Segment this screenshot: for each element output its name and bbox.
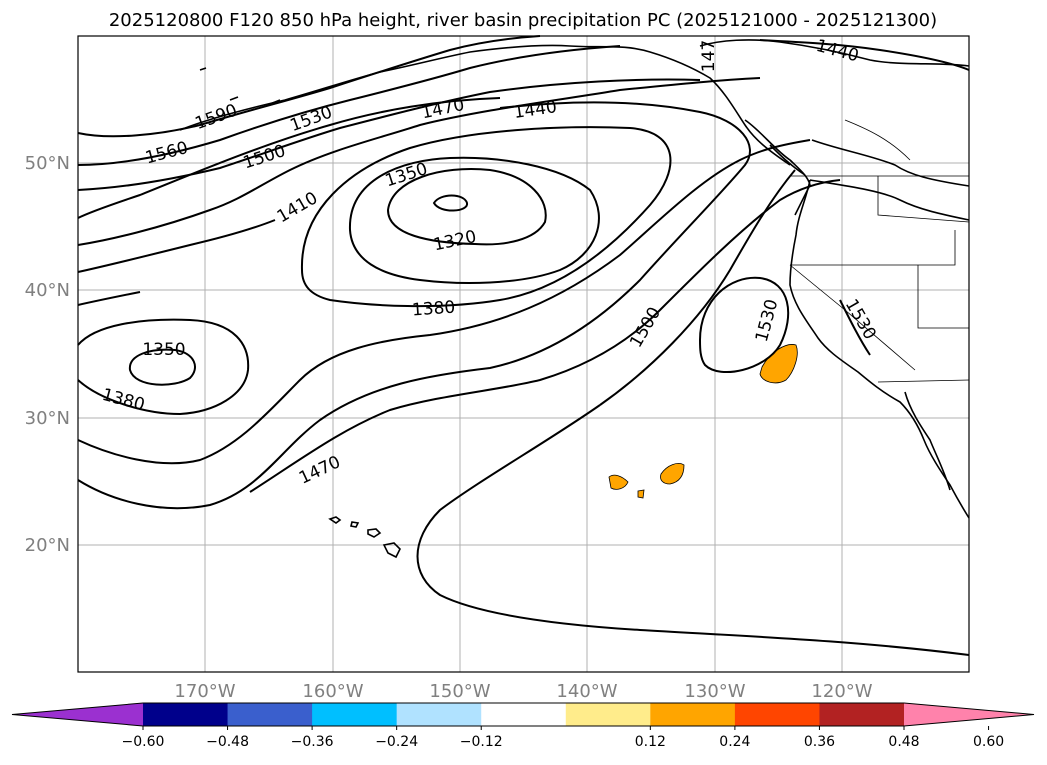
map-title: 2025120800 F120 850 hPa height, river ba… (109, 10, 937, 31)
map-background (78, 36, 969, 672)
aleutian-islets (199, 67, 309, 105)
contour-line (77, 101, 751, 510)
contour-line (77, 318, 250, 416)
colorbar-extend-high (904, 703, 1034, 726)
lon-tick-label: 160°W (302, 681, 363, 702)
contour-line (249, 179, 841, 493)
baja-coast (904, 391, 951, 491)
us-west-coast (789, 179, 970, 519)
contour-line (348, 156, 600, 284)
contour-line (432, 194, 468, 212)
precip-patch (660, 463, 685, 485)
colorbar-tick-label: 0.36 (804, 734, 835, 750)
colorbar-segment (819, 703, 905, 726)
contour-line (839, 299, 871, 356)
lat-labels: 50°N 40°N 30°N 20°N (25, 153, 70, 556)
contour-line (77, 35, 541, 138)
colorbar-segment (312, 703, 398, 726)
height-contours (77, 35, 970, 656)
contour-line (386, 168, 547, 246)
precip-patch (759, 344, 798, 384)
lon-labels: 170°W 160°W 150°W 140°W 130°W 120°W (174, 681, 872, 702)
contour-label: 147 (699, 40, 719, 72)
precip-patch (637, 489, 645, 499)
lat-tick-label: 50°N (25, 153, 70, 174)
contour-line (77, 139, 811, 465)
contour-label: 1350 (142, 340, 185, 360)
precip-patch (608, 474, 629, 490)
lat-tick-label: 30°N (25, 408, 70, 429)
precip-patches (608, 344, 798, 499)
hawaii-islands (328, 516, 401, 559)
contour-line (77, 291, 141, 306)
colorbar-segment (143, 703, 229, 726)
lon-tick-label: 150°W (429, 681, 490, 702)
colorbar-segment (396, 703, 482, 726)
alaska-border (844, 119, 911, 161)
us-mexico-border (877, 379, 970, 383)
contour-line (599, 169, 796, 406)
contour-line (77, 97, 501, 219)
map-area: 1590 1560 1530 1500 1470 1440 1410 1350 … (77, 35, 970, 673)
lon-tick-label: 130°W (684, 681, 745, 702)
canada-coast (699, 39, 970, 67)
us-canada-coast (809, 179, 970, 221)
coastlines (179, 39, 970, 559)
colorbar-segment (227, 703, 313, 726)
contour-line (128, 348, 196, 386)
state-border (917, 265, 969, 329)
colorbar-tick-label: −0.24 (375, 734, 418, 750)
contour-line (77, 78, 701, 191)
colorbar-segment (650, 703, 736, 726)
colorbar-tick-label: 0.60 (973, 734, 1004, 750)
state-border (790, 230, 956, 266)
contour-label: 1380 (411, 298, 456, 321)
colorbar-tick-label: 0.24 (719, 734, 750, 750)
lon-tick-label: 120°W (811, 681, 872, 702)
contour-line (77, 219, 276, 273)
contour-line (300, 126, 672, 308)
contour-line (759, 39, 970, 71)
colorbar-segment (734, 703, 820, 726)
state-border (877, 176, 970, 223)
gridlines (78, 36, 969, 672)
colorbar-tick-label: 0.48 (888, 734, 919, 750)
colorbar-segment (481, 703, 567, 726)
colorbar-segment (565, 703, 651, 726)
colorbar-extend-low (12, 703, 143, 726)
colorbar-tick-label: −0.60 (122, 734, 165, 750)
colorbar-tick-label: −0.48 (206, 734, 249, 750)
bc-coast (744, 119, 811, 216)
lat-tick-label: 20°N (25, 535, 70, 556)
lat-tick-label: 40°N (25, 280, 70, 301)
map-frame (77, 35, 970, 673)
colorbar-tick-label: −0.36 (291, 734, 334, 750)
contour-line (77, 45, 621, 166)
colorbar: −0.60 −0.48 −0.36 −0.24 −0.12 0.12 0.24 0.36 0.4… (11, 702, 1035, 750)
political-borders (789, 119, 970, 383)
contour-line (77, 77, 761, 246)
contour-line (416, 404, 970, 656)
lon-tick-label: 170°W (174, 681, 235, 702)
contour-line (698, 276, 790, 374)
coast-segment (811, 139, 970, 187)
colorbar-tick-label: −0.12 (460, 734, 503, 750)
lon-tick-label: 140°W (556, 681, 617, 702)
colorbar-tick-label: 0.12 (635, 734, 666, 750)
